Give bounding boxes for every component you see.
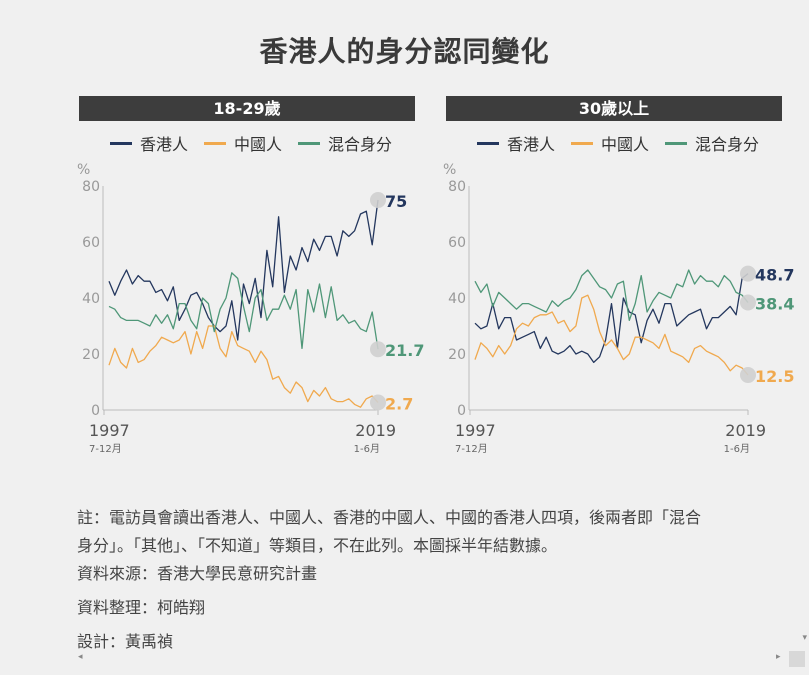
note-compiler: 資料整理：柯皓翔 — [77, 598, 206, 617]
legend-swatch — [665, 141, 688, 145]
legend-label: 混合身分 — [328, 135, 393, 154]
legend-item-mixed: 混合身分 — [665, 131, 759, 155]
end-point-marker — [740, 294, 756, 311]
legend-item-hk: 香港人 — [477, 131, 555, 155]
legend-label: 香港人 — [140, 135, 189, 154]
x-tick-sublabel-end: 1-6月 — [354, 443, 380, 455]
page-title: 香港人的身分認同變化 — [259, 35, 550, 68]
series-line — [108, 272, 379, 350]
legend-item-mixed: 混合身分 — [298, 131, 392, 155]
end-value-label: 12.5 — [755, 367, 794, 386]
end-point-marker — [740, 265, 756, 282]
note-designer: 設計：黃禹禎 — [77, 632, 174, 651]
end-point-marker — [370, 341, 386, 358]
series-line — [108, 325, 379, 408]
x-tick-label-start: 1997 — [89, 421, 130, 440]
legend-older: 香港人 中國人 混合身分 — [477, 132, 759, 154]
x-tick-label-end: 2019 — [355, 421, 396, 440]
y-axis-label: % — [443, 162, 456, 178]
legend-item-cn: 中國人 — [204, 131, 282, 155]
series-line — [474, 294, 749, 376]
scroll-left-arrow[interactable]: ◂ — [78, 652, 83, 662]
x-tick-sublabel-end: 1-6月 — [724, 443, 750, 455]
panel-header-young: 18-29歲 — [79, 96, 415, 121]
x-tick-label-end: 2019 — [725, 421, 766, 440]
y-tick-label: 0 — [91, 403, 100, 419]
legend-swatch — [298, 141, 321, 145]
end-point-marker — [370, 192, 386, 208]
y-tick-label: 20 — [448, 347, 466, 363]
legend-item-hk: 香港人 — [110, 131, 188, 155]
scroll-down-arrow[interactable]: ▾ — [802, 633, 807, 643]
legend-swatch — [110, 141, 132, 145]
x-tick-sublabel-start: 7-12月 — [89, 443, 122, 455]
end-value-label: 2.7 — [385, 394, 413, 413]
end-value-label: 21.7 — [385, 341, 424, 360]
y-tick-label: 60 — [448, 235, 466, 251]
end-point-marker — [370, 394, 386, 411]
end-value-label: 48.7 — [755, 266, 794, 285]
chart-older: 0 20 40 60 80% 1997 7-12月 2019 1-6月 48.7 12.5 38.4 — [443, 162, 794, 455]
panel-header-older: 30歲以上 — [446, 96, 782, 121]
y-axis-label: % — [77, 162, 90, 178]
chart-young: 0 20 40 60 80% 1997 7-12月 2019 1-6月 75 2.7 21.7 — [77, 162, 424, 455]
legend-swatch — [204, 141, 227, 145]
notes: 註：電訪員會讀出香港人、中國人、香港的中國人、中國的香港人四項，後兩者即「混合 … — [77, 504, 789, 656]
note-line-2: 身分」。「其他」、「不知道」等類目，不在此列。本圖採半年結數據。 — [77, 536, 558, 555]
scroll-right-arrow[interactable]: ▸ — [776, 652, 781, 662]
y-tick-label: 0 — [457, 403, 466, 419]
note-line-1: 註：電訪員會讀出香港人、中國人、香港的中國人、中國的香港人四項，後兩者即「混合 — [77, 508, 702, 527]
legend-label: 中國人 — [601, 135, 650, 154]
legend-swatch — [571, 141, 594, 145]
x-tick-sublabel-start: 7-12月 — [455, 443, 488, 455]
legend-item-cn: 中國人 — [571, 131, 649, 155]
legend-young: 香港人 中國人 混合身分 — [110, 132, 392, 154]
end-value-label: 75 — [385, 192, 407, 211]
series-line — [474, 269, 749, 322]
legend-label: 混合身分 — [695, 135, 760, 154]
y-tick-label: 60 — [82, 235, 100, 251]
y-tick-label: 40 — [82, 291, 100, 307]
series-line — [108, 199, 379, 341]
note-source: 資料來源：香港大學民意研究計畫 — [77, 564, 318, 583]
y-tick-label: 80 — [448, 179, 466, 195]
legend-label: 中國人 — [234, 135, 283, 154]
y-tick-label: 80 — [82, 179, 100, 195]
x-tick-label-start: 1997 — [455, 421, 496, 440]
end-point-marker — [740, 367, 756, 383]
scrollbar-corner — [789, 651, 805, 667]
legend-swatch — [477, 141, 499, 145]
end-value-label: 38.4 — [755, 294, 794, 313]
y-tick-label: 40 — [448, 291, 466, 307]
legend-label: 香港人 — [507, 135, 556, 154]
series-line — [474, 273, 749, 364]
y-tick-label: 20 — [82, 347, 100, 363]
